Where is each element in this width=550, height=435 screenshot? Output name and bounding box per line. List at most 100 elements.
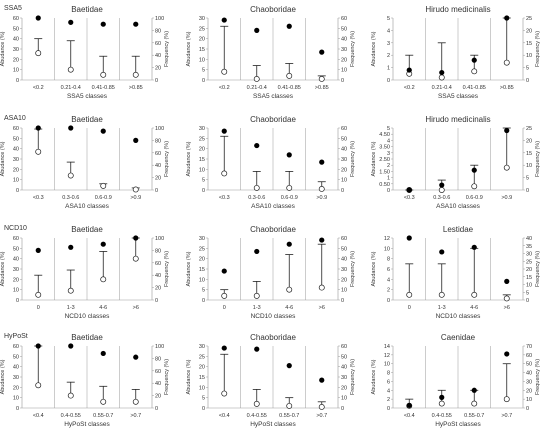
y-tick-label: 0 [387, 188, 390, 194]
y-tick-label: 10 [199, 277, 205, 283]
abundance-point [35, 291, 42, 298]
y-tick-label: 30 [13, 47, 19, 53]
y2-tick-label: 100 [155, 344, 164, 350]
row-label: HyPoSt [4, 333, 28, 340]
y-tick-label: 50 [13, 354, 19, 360]
panel-title: Chaoboridae [250, 225, 296, 234]
y2-tick-label: 20 [155, 66, 161, 72]
y2-tick-label: 10 [526, 397, 532, 403]
y-tick-label: 15 [199, 47, 205, 53]
y2-tick-label: 0 [155, 298, 158, 304]
y-tick-label: 15 [199, 375, 205, 381]
panel-title: Baetidae [71, 115, 103, 124]
y-tick-label: 5 [202, 288, 205, 294]
x-tick-label: >0.7 [501, 413, 512, 419]
panel: Baetidae 0 10 20 30 40 50 60 0 20 40 60 80 100 Abudanc… [0, 333, 170, 428]
y2-tick-label: 80 [155, 28, 161, 34]
x-tick-label: >6 [504, 305, 510, 311]
panel-title: Lestidae [443, 225, 474, 234]
y-tick-label: 1 [387, 66, 390, 72]
frequency-point [439, 394, 445, 400]
frequency-point [471, 57, 477, 63]
abundance-point [438, 400, 445, 407]
y2-tick-label: 60 [155, 41, 161, 47]
frequency-point [254, 27, 260, 33]
y2-tick-label: 40 [341, 365, 347, 371]
abundance-point [67, 392, 74, 399]
frequency-point [254, 142, 260, 149]
x-tick-label: 0.3-0.6 [62, 195, 79, 201]
abundance-point [471, 183, 478, 190]
y-tick-label: 30 [13, 157, 19, 163]
y2-tick-label: 20 [155, 394, 161, 400]
y2-tick-label: 20 [526, 267, 532, 273]
y-tick-label: 40 [13, 37, 19, 43]
x-tick-label: 4-6 [99, 305, 107, 311]
frequency-point [286, 363, 292, 369]
abundance-point [132, 186, 139, 193]
frequency-point [254, 346, 260, 352]
y-tick-label: 4.50 [379, 132, 390, 138]
y2-axis-label: Frequency (%) [164, 251, 170, 287]
x-tick-label: 0.4-0.55 [247, 413, 267, 419]
abundance-point [318, 186, 325, 192]
x-tick-label: 0.55-0.7 [93, 413, 113, 419]
y2-tick-label: 60 [341, 16, 347, 22]
y2-tick-label: 80 [155, 248, 161, 254]
panel: Chaoboridae 0 5 10 15 20 25 30 0 10 20 30 40 50 60 Abud… [186, 5, 356, 100]
y2-tick-label: 50 [341, 246, 347, 252]
panel-title: Baetidae [71, 225, 103, 234]
y-tick-label: 20 [13, 385, 19, 391]
y2-tick-label: 30 [341, 267, 347, 273]
y-tick-label: 8 [387, 371, 390, 377]
y-tick-label: 30 [13, 267, 19, 273]
x-tick-label: >6 [133, 305, 139, 311]
y2-tick-label: 10 [341, 178, 347, 184]
x-tick-label: 0.3-0.6 [433, 195, 450, 201]
y-tick-label: 60 [13, 126, 19, 132]
y-tick-label: 0.50 [379, 182, 390, 188]
x-tick-label: <0.2 [219, 85, 230, 91]
frequency-point [286, 241, 292, 247]
abundance-point [471, 400, 478, 407]
abundance-point [67, 172, 74, 179]
y-tick-label: 20 [199, 147, 205, 153]
y-tick-label: 8 [387, 257, 390, 263]
y2-tick-label: 60 [155, 151, 161, 157]
y-tick-label: 0 [16, 298, 19, 304]
frequency-point [286, 23, 292, 29]
abundance-point [132, 398, 139, 405]
x-tick-label: 0.41-0.85 [463, 85, 486, 91]
y-tick-label: 10 [13, 396, 19, 402]
x-tick-label: <0.4 [219, 413, 230, 419]
x-axis-label: NCD10 classes [436, 313, 482, 320]
y-tick-label: 0 [16, 78, 19, 84]
y2-tick-label: 40 [155, 163, 161, 169]
y2-tick-label: 100 [155, 236, 164, 242]
y2-tick-label: 0 [526, 298, 529, 304]
frequency-point [35, 15, 41, 21]
y2-tick-label: 50 [341, 26, 347, 32]
frequency-point [100, 128, 106, 134]
x-tick-label: 1-3 [67, 305, 75, 311]
abundance-point [35, 382, 42, 389]
y2-tick-label: 10 [341, 396, 347, 402]
y2-axis-label: Frequency (%) [535, 359, 541, 395]
y-tick-label: 10 [199, 385, 205, 391]
y2-tick-label: 40 [341, 257, 347, 263]
frequency-point [100, 21, 106, 27]
y2-axis-label: Frequency (%) [535, 251, 541, 287]
y-tick-label: 2 [387, 53, 390, 59]
abundance-point [221, 292, 228, 299]
y2-tick-label: 20 [341, 57, 347, 63]
x-tick-label: 0.6-0.9 [95, 195, 112, 201]
frequency-point [406, 402, 412, 408]
y-tick-label: 10 [13, 288, 19, 294]
y-tick-label: 0 [202, 78, 205, 84]
y2-tick-label: 50 [341, 136, 347, 142]
abundance-point [67, 287, 74, 294]
abundance-point [253, 184, 260, 191]
y-tick-label: 3 [387, 151, 390, 157]
y2-tick-label: 15 [526, 275, 532, 281]
frequency-point [35, 125, 41, 131]
